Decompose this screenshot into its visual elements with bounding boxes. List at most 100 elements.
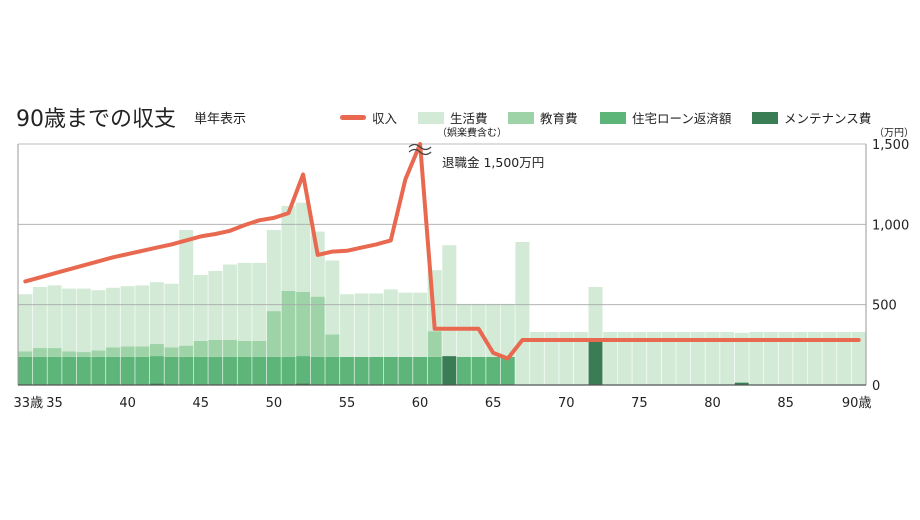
bar-education-61	[427, 331, 442, 357]
bar-education-34	[32, 348, 48, 357]
axes-layer: 0 500 1,000 1,500 33歳 35 40 45 50 55 60 65 70 75 80 85 9…	[14, 138, 910, 411]
legend-note-living: （娯楽費含む）	[437, 128, 507, 139]
bar-education-48	[237, 340, 252, 357]
bar-housing-60	[412, 356, 428, 385]
bar-living-75	[632, 331, 647, 385]
legend-label-housing: 住宅ローン返済額	[632, 111, 732, 126]
bar-housing-63	[456, 356, 472, 385]
bar-housing-57	[368, 356, 384, 385]
bar-living-82	[734, 332, 750, 383]
x-tick-label: 33歳	[14, 396, 44, 411]
bar-education-44	[178, 345, 194, 357]
bar-living-36	[61, 288, 77, 352]
bar-housing-38	[91, 356, 106, 385]
x-tick-label: 50	[266, 396, 283, 411]
legend-item-maintenance: メンテナンス費	[752, 108, 871, 127]
horizontal-gridlines	[18, 143, 866, 386]
bar-living-48	[237, 262, 252, 341]
bar-education-41	[134, 346, 150, 357]
bar-living-72	[588, 286, 603, 342]
bar-living-77	[661, 331, 676, 385]
bar-housing-42	[149, 356, 165, 384]
y-axis-unit: （万円）	[874, 128, 914, 139]
bar-living-87	[807, 331, 823, 385]
legend-item-living: 生活費	[418, 108, 488, 127]
bar-maintenance-52	[295, 383, 311, 385]
bar-living-52	[295, 202, 311, 292]
legend-item-income: 収入	[340, 108, 397, 127]
bar-education-46	[208, 340, 223, 357]
bar-education-47	[222, 340, 238, 357]
vertical-gridlines	[17, 144, 867, 385]
legend-swatch-education	[508, 111, 534, 124]
bar-living-66	[500, 303, 516, 357]
bar-living-76	[646, 331, 662, 385]
legend-label-income: 収入	[372, 111, 398, 126]
bar-education-39	[105, 347, 121, 357]
bar-housing-53	[310, 356, 326, 385]
bar-education-33	[18, 351, 33, 357]
bar-education-37	[76, 352, 92, 357]
bar-housing-37	[76, 356, 92, 385]
y-tick-label: 1,000	[872, 218, 909, 233]
x-tick-label: 65	[485, 396, 502, 411]
bar-housing-54	[325, 356, 340, 385]
bar-living-69	[544, 331, 559, 385]
bar-living-65	[485, 303, 501, 357]
bar-living-56	[354, 293, 369, 357]
legend-label-education: 教育費	[540, 111, 578, 126]
bar-housing-50	[266, 356, 282, 385]
y-tick-label: 1,500	[872, 138, 909, 153]
x-tick-label: 80	[704, 396, 721, 411]
bar-education-53	[310, 296, 326, 357]
bar-maintenance-42	[149, 383, 165, 385]
bar-education-42	[149, 344, 165, 357]
bar-living-51	[281, 205, 296, 292]
bar-living-67	[515, 242, 530, 385]
bar-living-38	[91, 290, 106, 351]
bar-education-36	[61, 351, 77, 357]
x-tick-label: 60	[412, 396, 429, 411]
bar-living-60	[412, 292, 428, 357]
bar-housing-59	[398, 356, 413, 385]
y-tick-label: 0	[872, 379, 880, 394]
x-tick-label: 85	[777, 396, 794, 411]
bar-housing-46	[208, 356, 223, 385]
bar-education-40	[120, 346, 135, 357]
bar-housing-52	[295, 356, 311, 384]
bar-living-50	[266, 229, 282, 312]
bar-education-45	[193, 340, 209, 357]
x-tick-label: 70	[558, 396, 575, 411]
bar-living-45	[193, 274, 209, 341]
retirement-annotation: 退職金 1,500万円	[442, 155, 545, 170]
bar-living-89	[836, 331, 852, 385]
x-tick-label: 75	[631, 396, 648, 411]
bar-housing-66	[500, 356, 516, 385]
bar-education-54	[325, 334, 340, 357]
legend-swatch-living	[418, 111, 444, 124]
bar-housing-65	[485, 356, 501, 385]
bar-living-43	[164, 283, 179, 348]
bar-housing-44	[178, 356, 194, 385]
axis-break-mark-1	[408, 143, 432, 151]
bar-education-52	[295, 291, 311, 357]
legend-label-living: 生活費	[450, 111, 488, 126]
bar-housing-56	[354, 356, 369, 385]
bar-living-33	[18, 294, 33, 352]
bar-living-49	[251, 262, 267, 341]
bar-living-81	[719, 331, 735, 385]
bar-housing-49	[251, 356, 267, 385]
bar-living-41	[134, 285, 150, 347]
bar-living-35	[47, 285, 62, 349]
bar-living-86	[792, 331, 808, 385]
bar-living-59	[398, 292, 413, 357]
x-tick-label: 55	[339, 396, 356, 411]
bar-housing-39	[105, 356, 121, 385]
legend-swatch-housing	[600, 111, 626, 124]
bar-education-38	[91, 350, 106, 357]
x-tick-label: 45	[192, 396, 209, 411]
bar-living-44	[178, 229, 194, 346]
bar-living-55	[339, 294, 355, 357]
x-tick-label: 35	[46, 396, 63, 411]
